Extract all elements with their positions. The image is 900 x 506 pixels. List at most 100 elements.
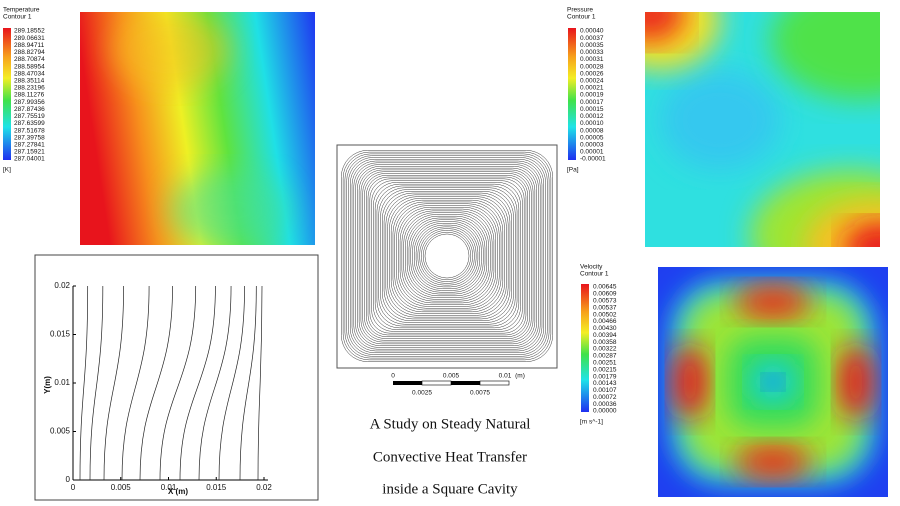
legend-level: 287.51678: [14, 127, 45, 134]
streamline: [421, 230, 473, 282]
y-tick-label: 0.02: [54, 281, 70, 290]
legend-levels: 0.000400.000370.000350.000330.000310.000…: [580, 28, 606, 163]
legend-level: 287.27841: [14, 141, 45, 148]
legend-level: 0.00003: [580, 141, 604, 148]
legend-level: 0.00358: [593, 339, 617, 346]
caption-line: Convective Heat Transfer: [373, 449, 527, 465]
streamline: [369, 178, 525, 334]
legend-level: 0.00036: [593, 401, 617, 408]
legend-level: 0.00573: [593, 297, 617, 304]
streamline: [396, 205, 498, 307]
legend-level: 0.00037: [580, 35, 604, 42]
legend-level: 0.00430: [593, 325, 617, 332]
legend-level: 0.00322: [593, 346, 617, 353]
x-tick-label: 0: [71, 483, 76, 492]
streamline: [422, 231, 472, 281]
x-axis-label: X (m): [168, 487, 188, 496]
isotherm: [239, 285, 257, 481]
legend-level: 0.00017: [580, 99, 604, 106]
legend-level: 0.00008: [580, 127, 604, 134]
legend-level: 0.00609: [593, 291, 617, 298]
y-tick-label: 0: [66, 475, 71, 484]
legend-level: 0.00033: [580, 49, 604, 56]
isotherm: [218, 285, 245, 481]
streamline: [383, 192, 511, 320]
legend-level: 288.82794: [14, 49, 45, 56]
legend-level: 288.35114: [14, 77, 45, 84]
streamline: [380, 189, 514, 323]
streamline: [389, 198, 505, 314]
isotherm: [179, 285, 216, 481]
y-tick-label: 0.01: [54, 378, 70, 387]
streamline: [355, 164, 539, 348]
isotherm: [198, 285, 232, 481]
streamline: [376, 185, 518, 327]
legend-level: 0.00394: [593, 332, 617, 339]
legend-subtitle: Contour 1: [3, 14, 32, 21]
isotherm: [89, 285, 104, 481]
x-tick-label: 0.015: [206, 483, 227, 492]
streamline: [412, 221, 482, 291]
x-tick-label: 0.005: [111, 483, 132, 492]
streamline: [344, 153, 550, 359]
scale-unit: (m): [515, 373, 525, 380]
streamline: [398, 207, 496, 305]
legend-level: 289.18552: [14, 28, 45, 35]
streamline: [358, 167, 536, 345]
legend-level: 0.00215: [593, 366, 617, 373]
legend-level: 0.00645: [593, 284, 617, 291]
caption-line: A Study on Steady Natural: [370, 416, 531, 432]
legend-level: 0.00107: [593, 387, 617, 394]
y-tick-label: 0.005: [50, 427, 71, 436]
streamline: [406, 215, 488, 297]
legend-level: 0.00143: [593, 380, 617, 387]
legend-unit: [Pa]: [567, 167, 579, 174]
legend-level: 0.00005: [580, 134, 604, 141]
isotherm: [121, 285, 150, 481]
legend-level: 0.00031: [580, 56, 604, 63]
streamline: [387, 196, 507, 316]
legend-level: 0.00010: [580, 120, 604, 127]
streamline: [364, 173, 530, 339]
streamline: [382, 191, 512, 321]
scale-label: 0.0025: [412, 390, 432, 397]
streamline: [341, 150, 553, 362]
streamline: [392, 201, 502, 311]
legend-level: 0.00015: [580, 106, 604, 113]
legend-level: 0.00019: [580, 92, 604, 99]
x-tick-label: 0.01: [161, 483, 177, 492]
legend-unit: [K]: [3, 167, 11, 174]
streamline: [378, 187, 516, 325]
streamline: [414, 223, 480, 289]
scale-label: 0.0075: [470, 390, 490, 397]
streamline: [385, 194, 509, 318]
legend-level: 0.00021: [580, 85, 604, 92]
legend-level: 0.00035: [580, 42, 604, 49]
streamline: [346, 155, 548, 357]
isotherm: [79, 285, 89, 481]
streamline: [410, 219, 484, 293]
legend-level: 0.00001: [580, 149, 604, 156]
streamline: [415, 224, 479, 288]
legend-level: 288.58954: [14, 63, 45, 70]
color-bar: [568, 28, 576, 160]
streamline: [350, 159, 544, 353]
legend-level: 288.11276: [14, 92, 45, 99]
caption-line: inside a Square Cavity: [382, 481, 518, 497]
isotherm: [103, 285, 124, 481]
color-bar: [3, 28, 11, 160]
y-axis-label: Y(m): [43, 376, 52, 394]
legend-level: 0.00026: [580, 70, 604, 77]
streamline: [390, 199, 504, 313]
streamline: [362, 171, 532, 341]
legend-levels: 0.006450.006090.005730.005370.005020.004…: [593, 284, 617, 415]
legend-level: 0.00000: [593, 408, 617, 415]
legend-level: 288.94711: [14, 42, 45, 49]
legend-level: 287.87436: [14, 106, 45, 113]
legend-level: 0.00072: [593, 394, 617, 401]
legend-unit: [m s^-1]: [580, 419, 603, 426]
isotherm-plot: 0 0.005 0.01 0.015 0.02 0 0.005 0.01 0.015 0.02: [50, 281, 272, 492]
legend-level: 0.00179: [593, 373, 617, 380]
